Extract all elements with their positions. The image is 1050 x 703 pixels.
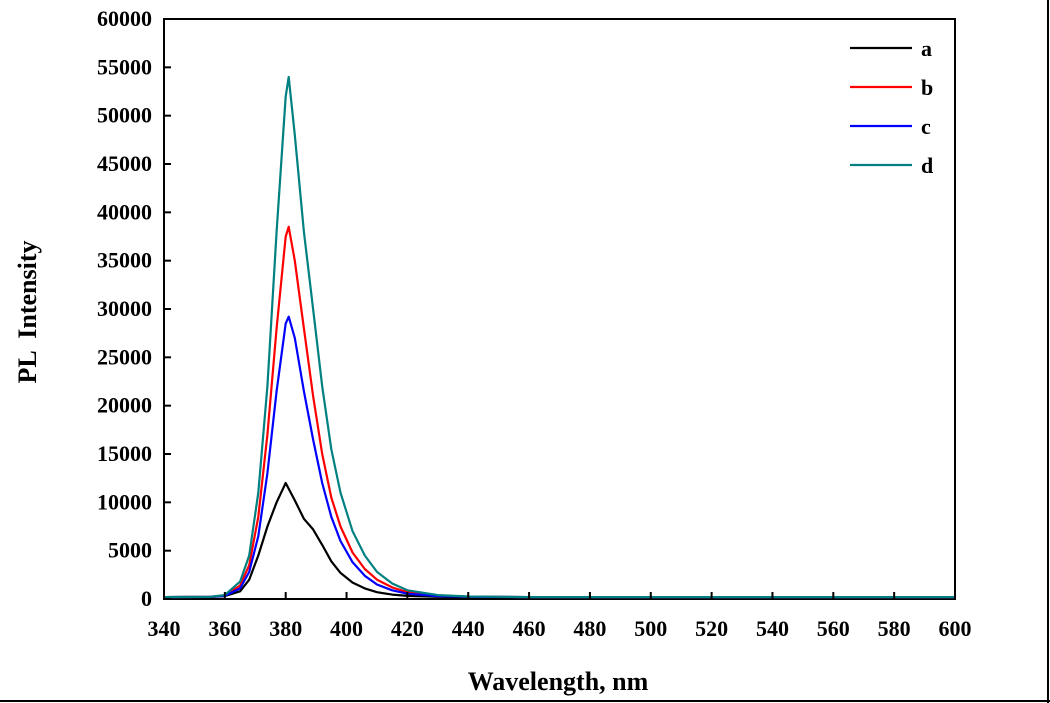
x-tick-label: 580 <box>878 616 911 641</box>
y-tick-label: 20000 <box>97 393 152 418</box>
y-axis: 0 5000 10000 15000 20000 25000 30000 35000 40000… <box>97 6 171 611</box>
x-tick-label: 500 <box>634 616 667 641</box>
x-tick-label: 600 <box>939 616 972 641</box>
x-tick-label: 420 <box>391 616 424 641</box>
y-tick-label: 0 <box>141 586 152 611</box>
x-axis-title: Wavelength, nm <box>468 667 649 696</box>
y-tick-label: 40000 <box>97 199 152 224</box>
y-tick-label: 15000 <box>97 441 152 466</box>
x-tick-label: 380 <box>269 616 302 641</box>
x-tick-label: 440 <box>452 616 485 641</box>
x-tick-label: 400 <box>330 616 363 641</box>
y-tick-label: 5000 <box>108 538 152 563</box>
series-line-a <box>163 481 955 599</box>
y-tick-label: 25000 <box>97 344 152 369</box>
series-line-d <box>163 75 955 599</box>
x-tick-label: 360 <box>208 616 241 641</box>
y-axis-title: PL Intensity <box>13 240 42 383</box>
x-tick-label: 480 <box>573 616 606 641</box>
y-tick-label: 10000 <box>97 489 152 514</box>
y-tick-label: 55000 <box>97 54 152 79</box>
y-tick-label: 45000 <box>97 151 152 176</box>
x-tick-label: 540 <box>756 616 789 641</box>
x-tick-label: 560 <box>817 616 850 641</box>
legend-label-a: a <box>921 36 932 61</box>
y-tick-label: 35000 <box>97 248 152 273</box>
x-tick-label: 460 <box>513 616 546 641</box>
x-axis: 340 360 380 400 420 440 460 480 500 520 540 560 580 6… <box>148 592 972 641</box>
y-tick-label: 30000 <box>97 296 152 321</box>
y-tick-label: 60000 <box>97 6 152 31</box>
x-tick-label: 520 <box>695 616 728 641</box>
y-tick-label: 50000 <box>97 103 152 128</box>
x-tick-label: 340 <box>148 616 181 641</box>
legend-label-d: d <box>921 153 933 178</box>
legend-label-b: b <box>921 75 933 100</box>
legend-label-c: c <box>921 114 931 139</box>
